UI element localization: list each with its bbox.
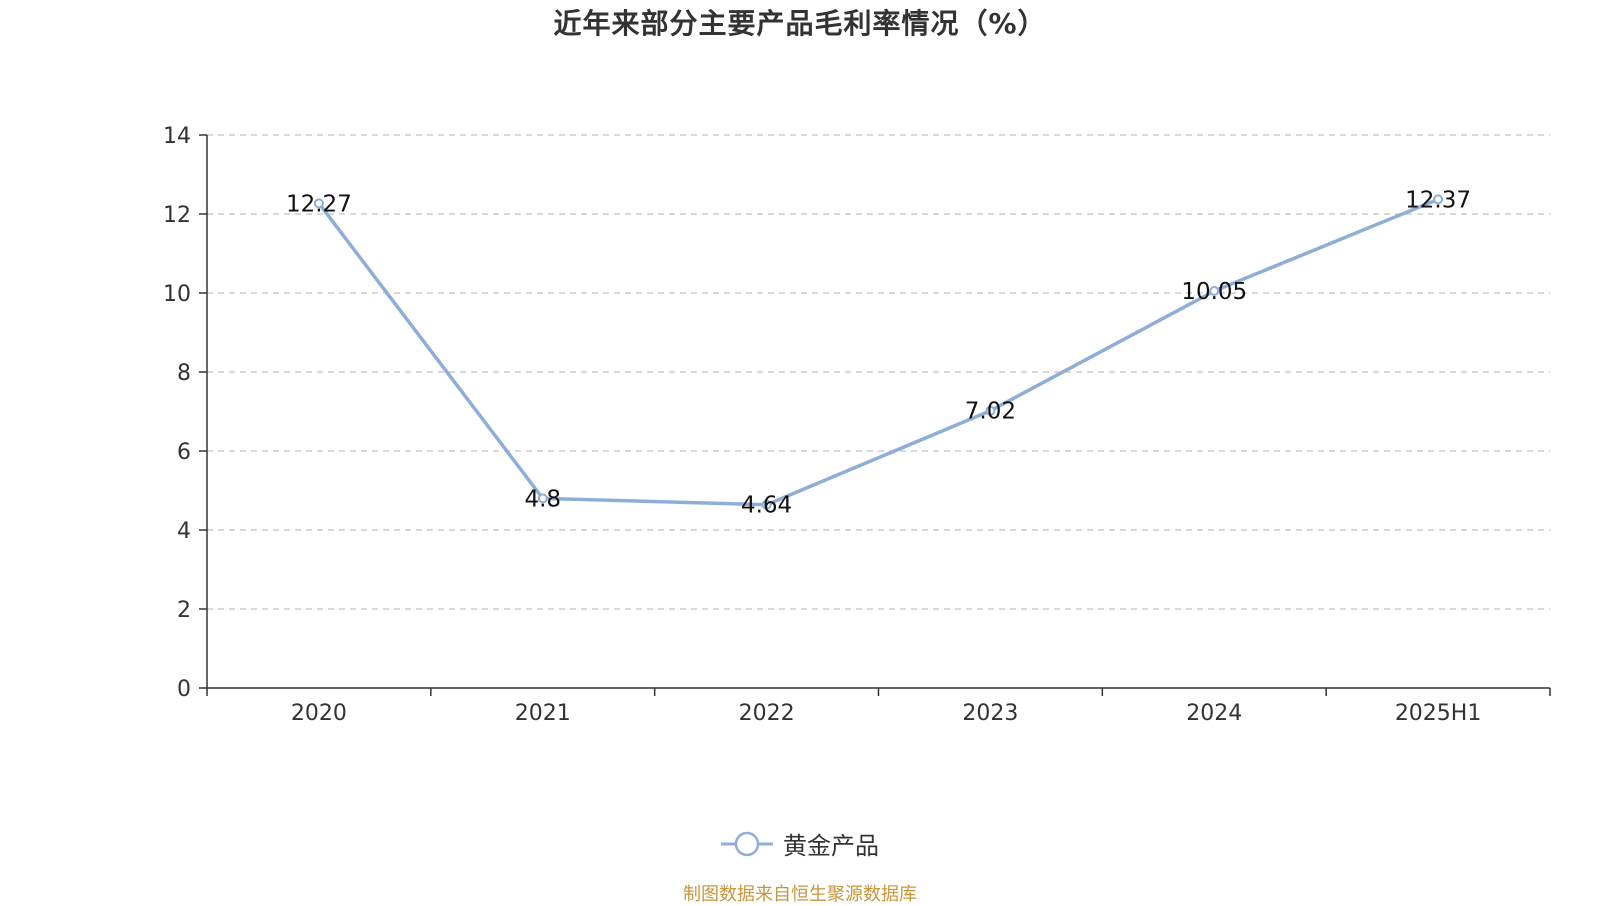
data-labels: 12.27 4.8 4.64 7.02 10.05 12.37 — [286, 187, 1471, 518]
source-note: 制图数据来自恒生聚源数据库 — [683, 884, 917, 905]
y-tick-label: 10 — [163, 282, 191, 307]
y-tick-label: 8 — [177, 361, 191, 386]
data-point[interactable] — [313, 198, 324, 209]
grid-lines — [207, 134, 1550, 610]
data-label: 10.05 — [1181, 279, 1247, 305]
x-tick-label: 2024 — [1186, 701, 1242, 726]
x-tick-label: 2021 — [515, 701, 571, 726]
data-label: 12.37 — [1405, 187, 1471, 213]
x-tick-label: 2025H1 — [1395, 701, 1482, 726]
data-point[interactable] — [761, 499, 772, 510]
data-point[interactable] — [1433, 194, 1444, 205]
data-label: 12.27 — [286, 191, 352, 217]
data-label: 4.64 — [741, 493, 792, 519]
y-tick-label: 14 — [163, 124, 191, 149]
series-line — [317, 197, 1439, 507]
x-tick-label: 2020 — [291, 701, 347, 726]
y-tick-label: 12 — [163, 203, 191, 228]
legend-line-circle-icon — [721, 831, 773, 856]
axes: 0 2 4 6 8 10 12 14 2020 2021 2022 2023 2024 2025H1 — [163, 124, 1551, 726]
legend[interactable]: 黄金产品 — [0, 826, 1600, 861]
y-tick-label: 0 — [177, 677, 191, 702]
data-point[interactable] — [537, 493, 548, 504]
chart-title: 近年来部分主要产品毛利率情况（%） — [553, 7, 1047, 40]
series-lines — [313, 194, 1444, 510]
data-label: 7.02 — [965, 399, 1016, 425]
legend-label: 黄金产品 — [783, 832, 879, 860]
x-tick-label: 2023 — [962, 701, 1018, 726]
y-tick-label: 4 — [177, 519, 191, 544]
data-label: 4.8 — [524, 486, 561, 512]
data-point[interactable] — [1209, 286, 1220, 297]
data-point[interactable] — [985, 405, 996, 416]
x-tick-label: 2022 — [739, 701, 795, 726]
y-tick-label: 6 — [177, 440, 191, 465]
y-tick-label: 2 — [177, 598, 191, 623]
